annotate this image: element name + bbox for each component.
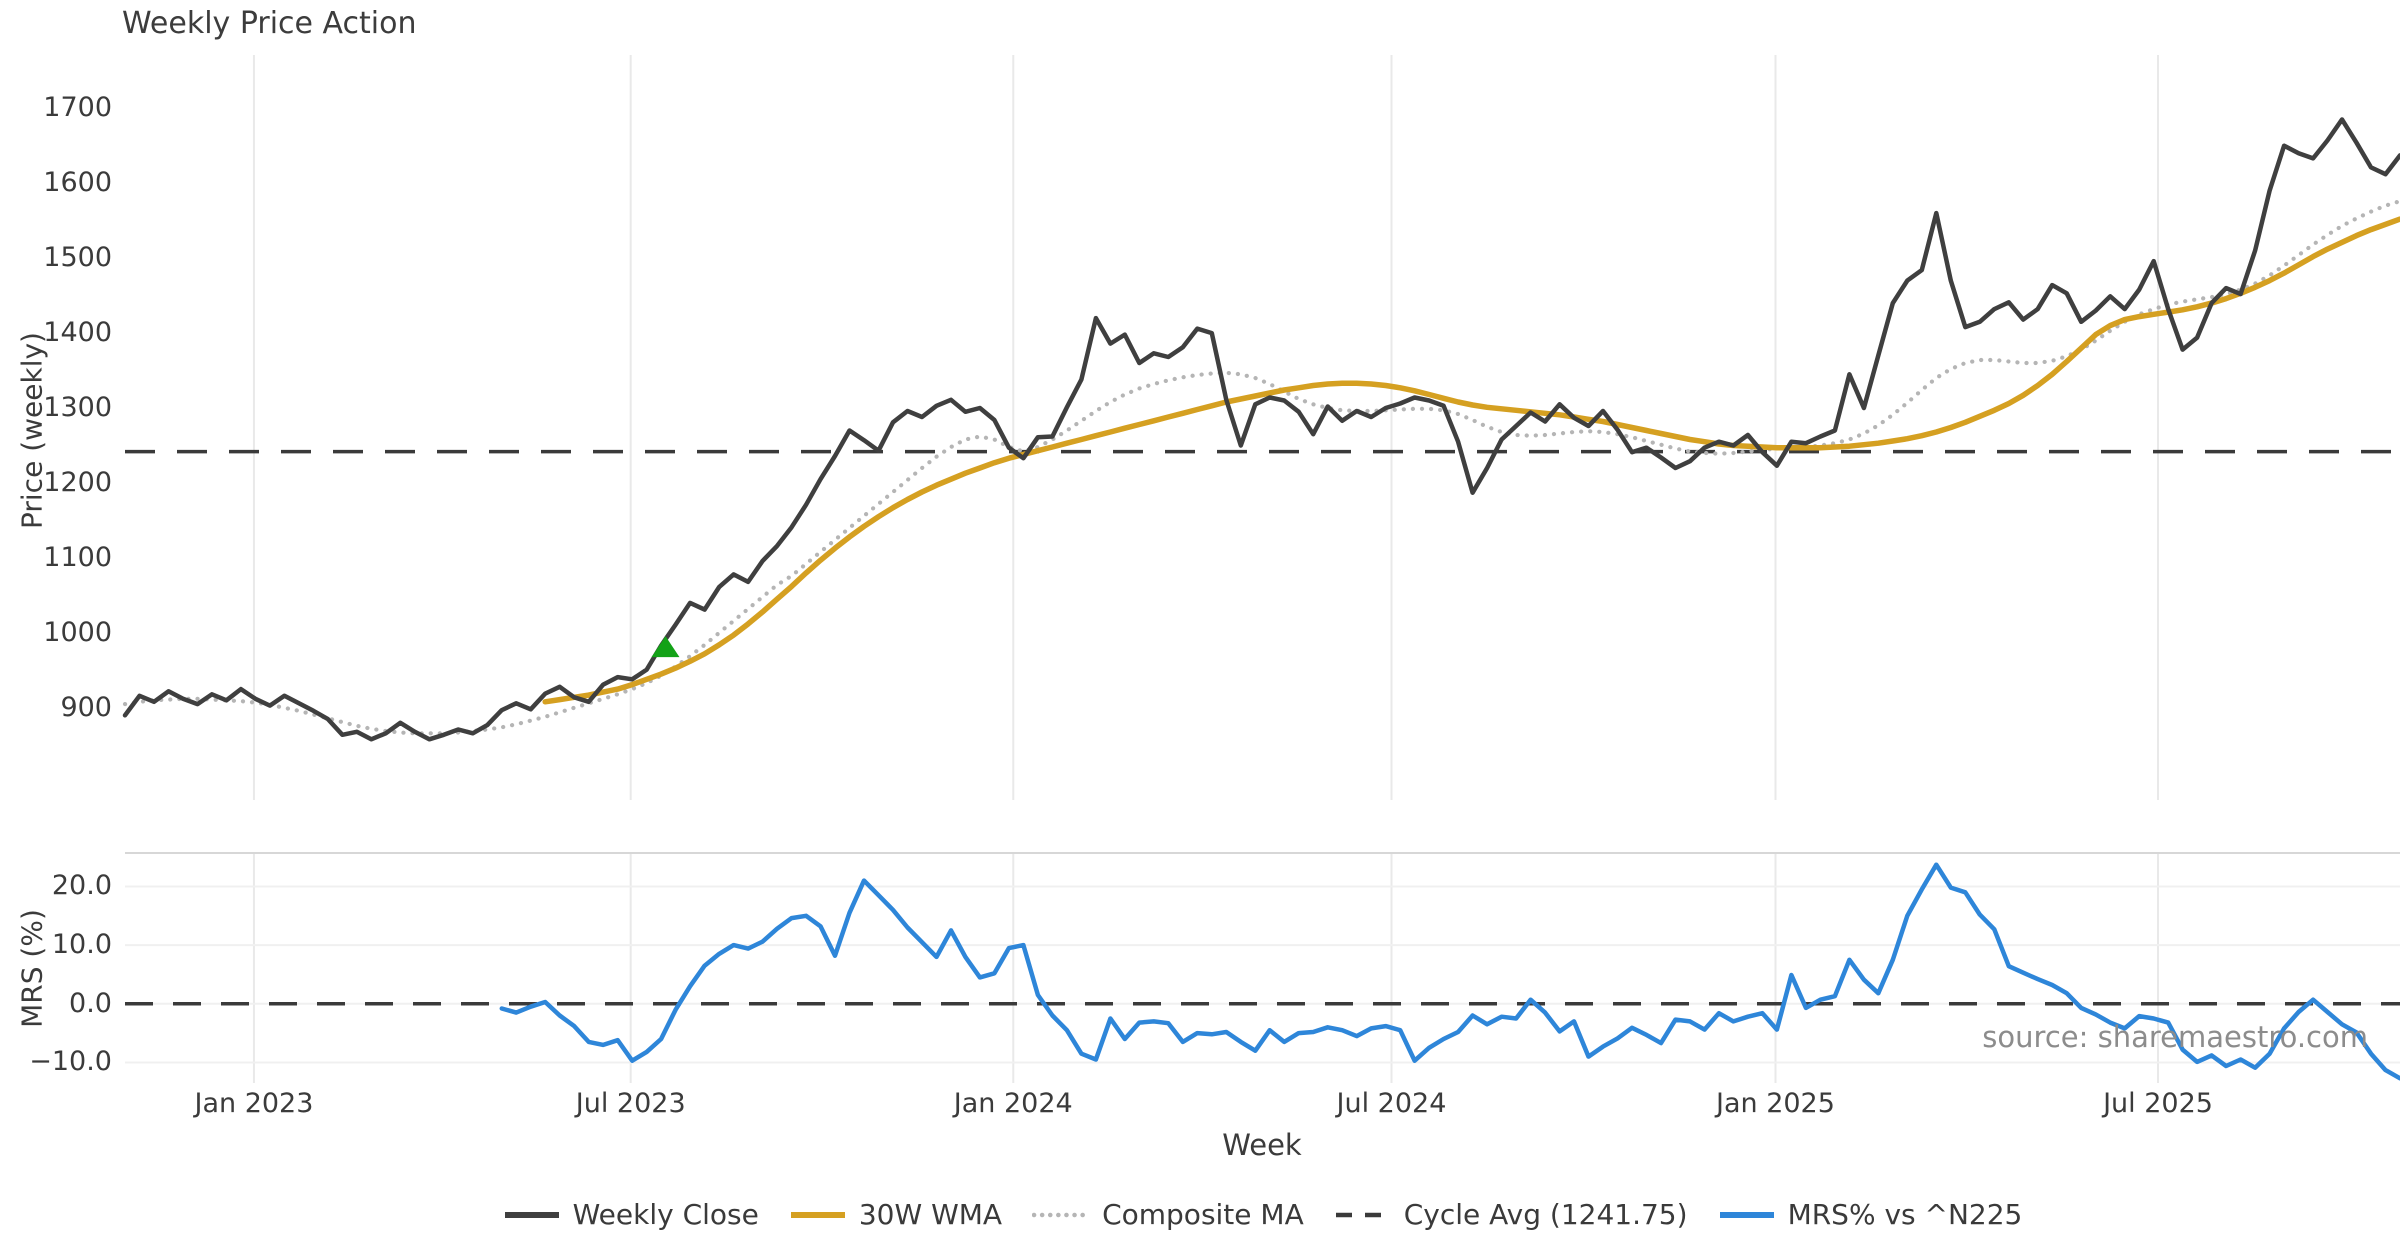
mrs-y-tick-label: 10.0 [51,929,112,961]
month-tick-label: Jan 2024 [953,1088,1073,1119]
mrs-y-tick-label: 0.0 [69,987,112,1019]
legend-label: Composite MA [1102,1198,1304,1231]
price-y-tick-label: 1100 [43,541,112,573]
legend-label: Weekly Close [572,1198,759,1231]
legend-label: 30W WMA [858,1198,1003,1231]
month-tick-label: Jul 2025 [2103,1088,2213,1119]
legend-swatch-cycle_avg [1335,1212,1390,1217]
price-y-tick-label: 1200 [43,466,112,498]
chart-title: Weekly Price Action [122,6,417,41]
source-credit: source: sharemaestro.com [1982,1020,2368,1054]
composite-ma-line [122,199,2400,736]
month-tick-label: Jan 2023 [194,1088,314,1119]
mrs-y-axis-label: MRS (%) [15,909,49,1028]
price-y-axis-label: Price (weekly) [15,332,49,529]
price-y-tick-label: 1000 [43,616,112,648]
legend-label: Cycle Avg (1241.75) [1403,1198,1688,1231]
month-tick-label: Jul 2023 [575,1088,686,1119]
legend-swatch-composite_ma [1032,1212,1091,1217]
month-tick-label: Jan 2025 [1715,1088,1835,1119]
legend-swatch-mrs [1719,1211,1774,1218]
legend-swatch-wma_30w [790,1211,845,1218]
price-y-tick-label: 1400 [43,317,112,349]
price-y-tick-label: 1700 [43,92,112,124]
legend-item-30w-wma: 30W WMA [789,1198,1002,1231]
legend-label: MRS% vs ^N225 [1787,1198,2023,1231]
legend-item-composite-ma: Composite MA [1032,1198,1304,1231]
mrs-vs-n225-line [499,862,2400,1081]
price-y-tick-label: 1500 [43,242,112,274]
legend-item-weekly-close: Weekly Close [503,1198,759,1231]
price-y-tick-label: 1600 [43,167,112,199]
legend-item-mrs-vs-n225: MRS% vs ^N225 [1718,1198,2023,1231]
mrs-y-tick-label: −10.0 [29,1046,112,1078]
30w-wma-line [542,216,2400,705]
buy-signal-triangle [651,636,680,658]
price-y-tick-label: 1300 [43,392,112,423]
price-y-tick-label: 900 [60,691,112,723]
mrs-y-tick-label: 20.0 [51,870,112,902]
month-tick-label: Jul 2024 [1336,1088,1447,1119]
weekly-close-line [122,117,2400,742]
legend: Weekly Close 30W WMA Composite MA Cycle Avg… [125,1198,2400,1231]
x-axis-label: Week [1222,1128,1302,1162]
legend-swatch-weekly_close [504,1211,559,1218]
legend-item-cycle-avg-1241-75-: Cycle Avg (1241.75) [1334,1198,1688,1231]
